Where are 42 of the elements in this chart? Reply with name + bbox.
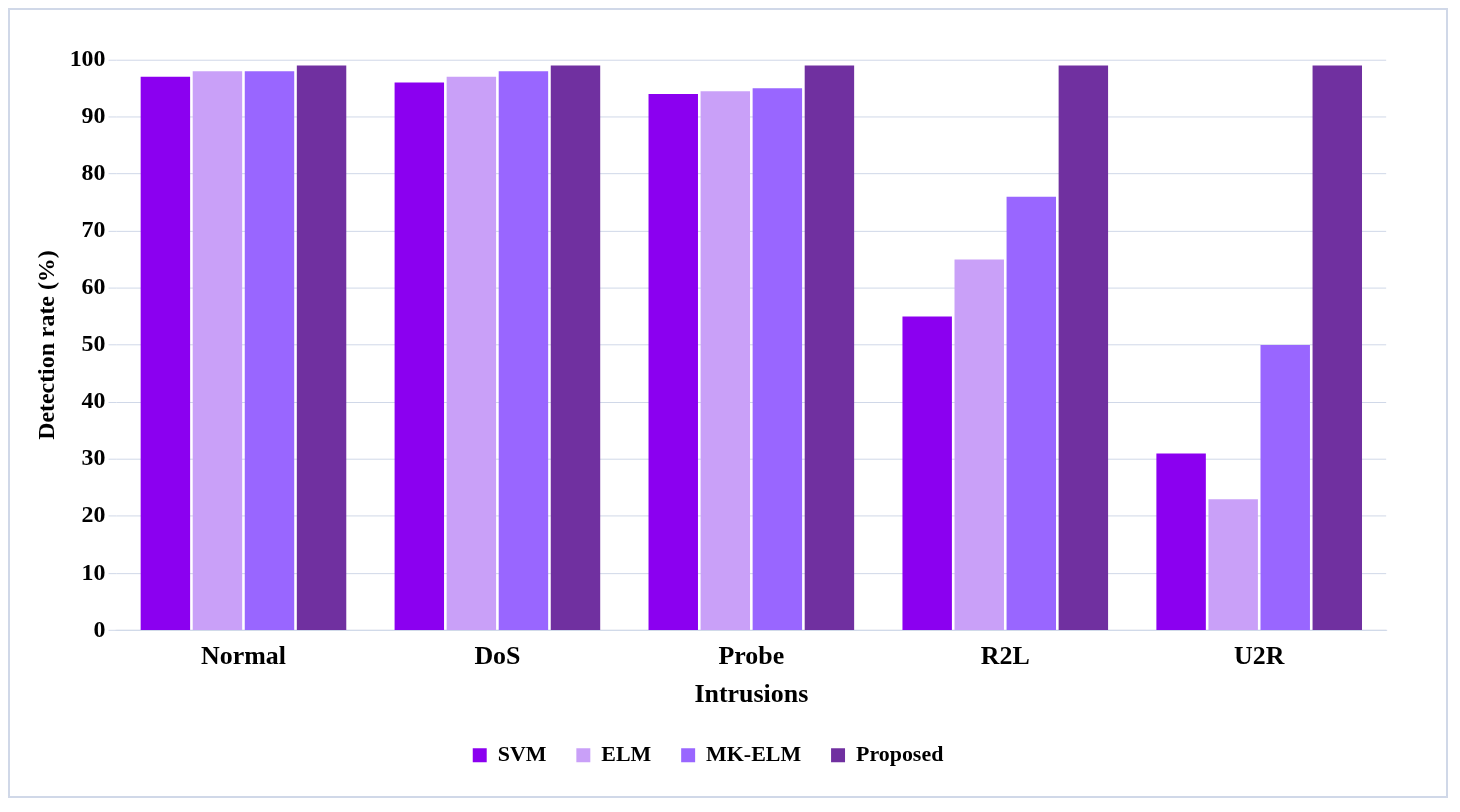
bar [1312,65,1363,630]
legend-label: ELM [601,740,652,766]
bar [296,65,347,630]
y-tick-label: 60 [81,273,106,300]
bar [700,91,751,630]
bar [1058,65,1109,630]
y-tick-label: 0 [93,615,106,642]
bar [192,71,243,630]
bar [140,76,191,630]
x-tick-label: Probe [718,640,785,670]
bar [498,71,549,630]
bar [1006,196,1057,630]
x-tick-label: U2R [1234,640,1285,670]
y-axis-title: Detection rate (%) [33,250,60,440]
x-tick-label: R2L [980,640,1030,670]
y-tick-label: 10 [81,558,106,585]
bar [902,316,952,630]
y-tick-label: 80 [81,159,106,186]
bar [1208,499,1258,630]
bar [550,65,601,630]
bar [1156,453,1206,630]
bar [804,65,855,630]
legend-label: MK-ELM [706,740,802,766]
bar [648,93,698,630]
y-tick-label: 30 [81,444,106,471]
x-axis-title: Intrusions [694,678,809,708]
y-tick-label: 40 [81,387,106,414]
x-tick-label: Normal [201,640,286,670]
y-tick-label: 100 [69,44,106,71]
bar [954,259,1004,630]
y-tick-label: 20 [81,501,106,528]
legend-label: Proposed [856,740,944,766]
y-tick-label: 70 [81,216,106,243]
x-tick-label: DoS [474,640,521,670]
y-tick-label: 90 [81,102,106,128]
bar [394,82,445,630]
bar [244,71,295,630]
legend-label: SVM [497,740,547,766]
bar [752,88,803,630]
bar [446,76,497,630]
y-tick-label: 50 [81,330,106,357]
bar [1260,345,1310,630]
